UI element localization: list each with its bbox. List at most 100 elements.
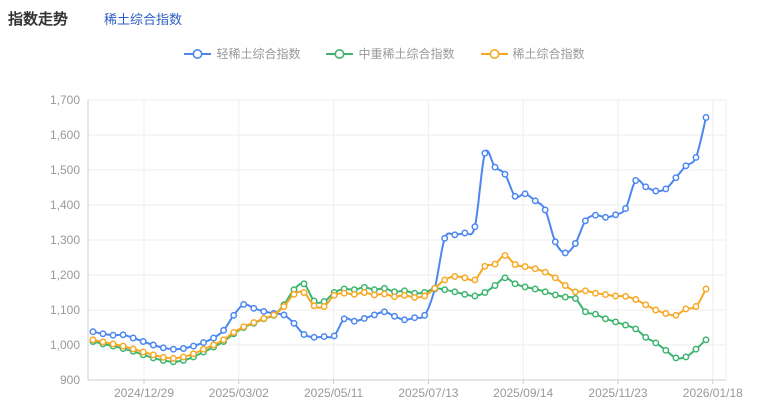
data-point[interactable]	[642, 333, 650, 341]
data-point[interactable]	[169, 354, 177, 362]
data-point[interactable]	[260, 314, 268, 322]
data-point[interactable]	[511, 261, 519, 268]
data-point[interactable]	[401, 316, 408, 324]
data-point[interactable]	[320, 303, 328, 310]
data-point[interactable]	[692, 345, 700, 353]
data-point[interactable]	[592, 211, 599, 219]
data-point[interactable]	[642, 183, 650, 191]
data-point[interactable]	[561, 249, 569, 257]
data-point[interactable]	[541, 288, 549, 296]
data-point[interactable]	[571, 240, 579, 247]
data-point[interactable]	[300, 289, 308, 296]
data-point[interactable]	[330, 291, 338, 299]
data-point[interactable]	[662, 346, 670, 354]
data-point[interactable]	[481, 149, 489, 157]
data-point[interactable]	[632, 177, 640, 184]
data-point[interactable]	[240, 323, 248, 331]
data-point[interactable]	[622, 292, 630, 300]
data-point[interactable]	[612, 292, 620, 300]
data-point[interactable]	[149, 341, 157, 349]
data-point[interactable]	[501, 251, 509, 259]
data-point[interactable]	[592, 289, 599, 297]
data-point[interactable]	[652, 187, 660, 195]
data-point[interactable]	[672, 354, 680, 362]
data-point[interactable]	[702, 336, 710, 344]
data-point[interactable]	[250, 304, 258, 312]
data-point[interactable]	[230, 328, 238, 336]
data-point[interactable]	[310, 333, 318, 341]
data-point[interactable]	[602, 213, 609, 221]
data-point[interactable]	[461, 290, 469, 298]
data-point[interactable]	[89, 336, 97, 344]
data-point[interactable]	[602, 315, 609, 323]
data-point[interactable]	[571, 288, 579, 296]
data-point[interactable]	[622, 321, 630, 329]
data-point[interactable]	[129, 334, 137, 342]
data-point[interactable]	[119, 331, 127, 339]
series-line[interactable]	[92, 117, 707, 351]
data-point[interactable]	[551, 238, 559, 246]
data-point[interactable]	[702, 114, 710, 121]
data-point[interactable]	[521, 263, 529, 271]
legend-item-3[interactable]: 稀土综合指数	[480, 45, 585, 62]
data-point[interactable]	[200, 339, 207, 347]
data-point[interactable]	[360, 289, 368, 296]
data-point[interactable]	[370, 311, 378, 319]
data-point[interactable]	[672, 174, 680, 182]
data-point[interactable]	[330, 332, 338, 340]
data-point[interactable]	[451, 231, 459, 239]
data-point[interactable]	[642, 301, 650, 309]
series-轻稀土综合指数[interactable]	[89, 114, 710, 353]
data-point[interactable]	[682, 162, 690, 170]
data-point[interactable]	[270, 311, 278, 319]
data-point[interactable]	[109, 340, 117, 348]
data-point[interactable]	[441, 276, 449, 284]
legend-item-1[interactable]: 轻稀土综合指数	[184, 45, 300, 62]
data-point[interactable]	[411, 293, 419, 301]
data-point[interactable]	[179, 345, 187, 352]
data-point[interactable]	[220, 336, 228, 344]
series-line[interactable]	[92, 254, 707, 360]
data-point[interactable]	[461, 274, 469, 282]
data-point[interactable]	[149, 351, 157, 359]
data-point[interactable]	[320, 333, 328, 341]
data-point[interactable]	[380, 290, 388, 298]
data-point[interactable]	[471, 223, 479, 231]
data-point[interactable]	[380, 308, 388, 316]
data-point[interactable]	[380, 284, 388, 292]
data-point[interactable]	[280, 303, 288, 310]
data-point[interactable]	[521, 283, 529, 291]
data-point[interactable]	[190, 342, 197, 350]
data-point[interactable]	[280, 311, 288, 319]
data-point[interactable]	[290, 319, 298, 327]
data-point[interactable]	[561, 293, 569, 301]
data-point[interactable]	[692, 153, 700, 161]
data-point[interactable]	[99, 330, 107, 338]
data-point[interactable]	[411, 314, 419, 322]
data-point[interactable]	[632, 296, 640, 303]
data-point[interactable]	[139, 338, 147, 345]
data-point[interactable]	[632, 325, 640, 333]
data-point[interactable]	[89, 328, 97, 336]
data-point[interactable]	[99, 338, 107, 346]
data-point[interactable]	[581, 217, 589, 225]
data-point[interactable]	[451, 272, 459, 280]
data-point[interactable]	[541, 268, 549, 276]
data-point[interactable]	[190, 350, 197, 358]
data-point[interactable]	[682, 305, 690, 313]
data-point[interactable]	[260, 307, 268, 315]
data-point[interactable]	[340, 289, 348, 297]
data-point[interactable]	[169, 345, 177, 353]
data-point[interactable]	[581, 308, 589, 316]
data-point[interactable]	[210, 334, 218, 342]
data-point[interactable]	[220, 326, 228, 334]
data-point[interactable]	[491, 163, 499, 171]
data-point[interactable]	[471, 276, 479, 284]
data-point[interactable]	[491, 260, 499, 268]
data-point[interactable]	[682, 353, 690, 361]
data-point[interactable]	[612, 318, 620, 326]
legend-item-2[interactable]: 中重稀土综合指数	[326, 45, 455, 62]
data-point[interactable]	[421, 292, 429, 300]
data-point[interactable]	[119, 342, 127, 350]
data-point[interactable]	[159, 353, 167, 361]
